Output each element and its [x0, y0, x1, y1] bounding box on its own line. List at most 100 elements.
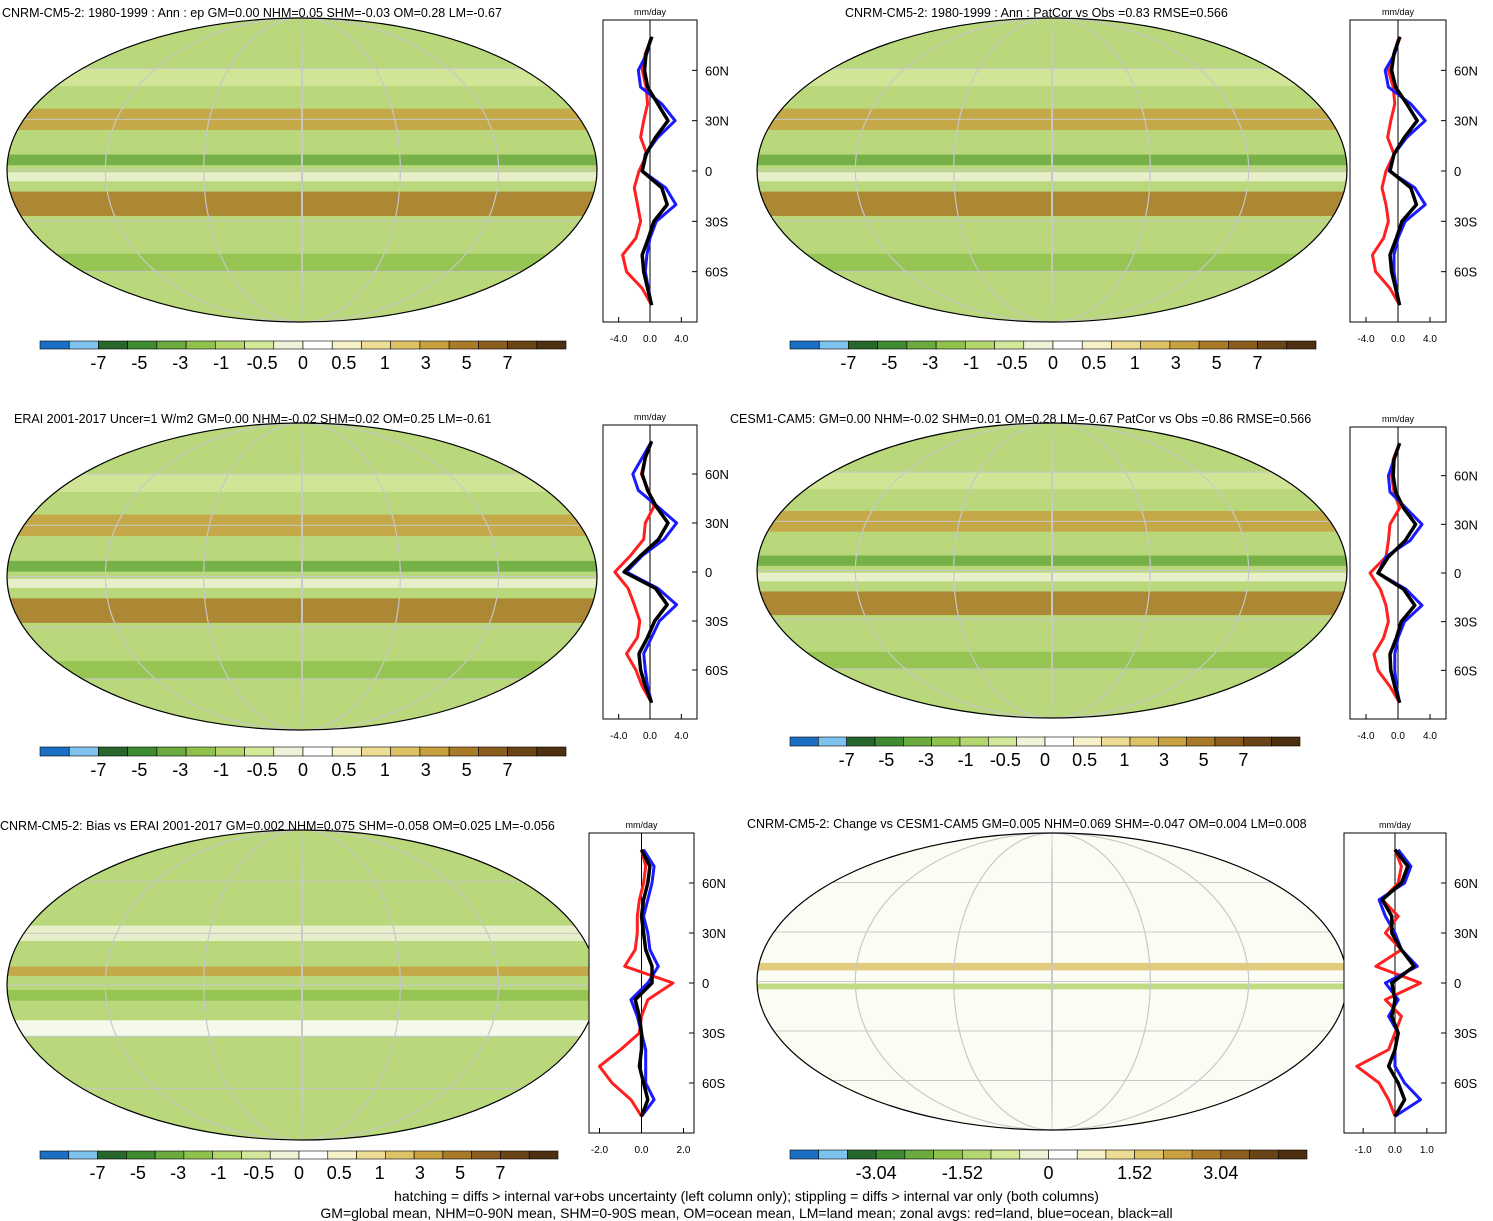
colorbar-box [273, 746, 304, 757]
zonal-lat-label: 60N [705, 467, 729, 482]
zonal-lat-label: 30S [1454, 615, 1477, 630]
colorbar-box [877, 340, 908, 350]
colorbar-tick-label: -3 [170, 1163, 186, 1183]
colorbar-box [1044, 736, 1074, 747]
panel-title: CNRM-CM5-2: 1980-1999 : Ann : ep GM=0.00… [2, 6, 502, 20]
graticule-meridian [1051, 833, 1053, 1130]
colorbar-box [935, 340, 966, 350]
colorbar-box [1277, 1149, 1308, 1160]
colorbar-box [478, 746, 508, 757]
colorbar-box [507, 746, 538, 757]
colorbar-box [1081, 340, 1112, 350]
zonal-lat-label: 0 [702, 976, 709, 991]
colorbar-box [789, 1149, 820, 1160]
colorbar-tick-label: -1 [213, 760, 229, 780]
colorbar-box [1249, 1149, 1279, 1160]
colorbar-tick-label: 0.5 [1072, 750, 1097, 770]
graticule-meridian [104, 830, 500, 1140]
zonal-lat-label: 30N [702, 926, 726, 941]
colorbar-box [385, 1150, 415, 1160]
zonal-x-label: 4.0 [674, 334, 688, 345]
colorbar-box [1052, 340, 1083, 350]
zonal-x-label: 4.0 [674, 731, 688, 742]
colorbar-box [875, 1149, 906, 1160]
colorbar-tick-label: 7 [495, 1163, 505, 1183]
colorbar-box [1214, 736, 1244, 747]
colorbar-tick-label: 0.5 [1081, 353, 1106, 373]
panel-4: CESM1-CAM5: GM=0.00 NHM=-0.02 SHM=0.01 O… [730, 412, 1478, 770]
zonal-lat-label: 30N [705, 516, 729, 531]
zonal-x-label: -2.0 [591, 1145, 609, 1156]
graticule-meridian [854, 18, 1250, 322]
zonal-lat-label: 0 [1454, 976, 1461, 991]
map-field [757, 423, 1347, 718]
zonal-x-label: -4.0 [610, 731, 628, 742]
colorbar-box [98, 340, 128, 350]
colorbar-tick-label: 0 [298, 760, 308, 780]
zonal-all-line [1376, 442, 1418, 704]
graticule-meridian [203, 423, 401, 730]
colorbar-box [68, 340, 99, 350]
colorbar-box [988, 736, 1017, 747]
colorbar-box [1076, 1149, 1107, 1160]
graticule-meridian [301, 423, 303, 730]
panel-3: ERAI 2001-2017 Uncer=1 W/m2 GM=0.00 NHM=… [6, 412, 729, 780]
colorbar-box [215, 340, 245, 350]
colorbar-tick-label: 0 [298, 353, 308, 373]
colorbar-box [185, 340, 216, 350]
colorbar-box [127, 340, 158, 350]
colorbar-tick-label: -1 [958, 750, 974, 770]
zonal-lat-label: 60S [705, 663, 728, 678]
colorbar-box [390, 340, 421, 350]
zonal-x-label: 2.0 [677, 1145, 691, 1156]
colorbar-tick-label: 1 [380, 353, 390, 373]
colorbar-box [185, 746, 216, 757]
colorbar-box [419, 340, 450, 350]
colorbar-box [1186, 736, 1216, 747]
zonal-unit-label: mm/day [634, 7, 667, 17]
colorbar-box [903, 736, 932, 747]
colorbar-box [874, 736, 904, 747]
colorbar-box [1243, 736, 1272, 747]
colorbar-box [1129, 736, 1159, 747]
graticule-meridian [1051, 18, 1053, 322]
colorbar-tick-label: -3 [922, 353, 938, 373]
zonal-all-line [622, 440, 670, 704]
colorbar-tick-label: -7 [90, 1163, 106, 1183]
colorbar-tick-label: 3 [421, 353, 431, 373]
colorbar-tick-label: 0 [1048, 353, 1058, 373]
colorbar-tick-label: -7 [90, 353, 106, 373]
zonal-x-label: 0.0 [1391, 731, 1405, 742]
colorbar-box [789, 340, 820, 350]
colorbar-tick-label: 1 [1119, 750, 1129, 770]
colorbar-tick-label: 0.5 [331, 353, 356, 373]
zonal-lat-label: 30N [1454, 926, 1478, 941]
zonal-lat-label: 30N [705, 114, 729, 129]
graticule-meridian [854, 833, 1250, 1130]
graticule-meridian [203, 830, 401, 1140]
colorbar-tick-label: 3 [1159, 750, 1169, 770]
colorbar-box [904, 1149, 934, 1160]
colorbar-tick-label: 1 [1130, 353, 1140, 373]
graticule-meridian [1051, 423, 1053, 718]
colorbar-box [413, 1150, 444, 1160]
colorbar-tick-label: 3 [421, 760, 431, 780]
colorbar-box [331, 746, 362, 757]
colorbar-box [302, 746, 333, 757]
colorbar-box [789, 736, 819, 747]
colorbar-box [448, 340, 479, 350]
colorbar-tick-label: 5 [462, 353, 472, 373]
zonal-land-line [598, 849, 675, 1118]
colorbar-box [156, 746, 187, 757]
colorbar-box [156, 340, 187, 350]
colorbar-box [931, 736, 961, 747]
zonal-lat-label: 30N [1454, 114, 1478, 129]
zonal-lat-label: 60S [1454, 265, 1477, 280]
colorbar-box [68, 1150, 98, 1160]
colorbar-tick-label: 5 [1199, 750, 1209, 770]
zonal-unit-label: mm/day [1382, 414, 1415, 424]
colorbar-box [959, 736, 989, 747]
colorbar-box [269, 1150, 300, 1160]
colorbar-tick-label: -3 [172, 353, 188, 373]
zonal-x-label: -4.0 [1357, 731, 1375, 742]
